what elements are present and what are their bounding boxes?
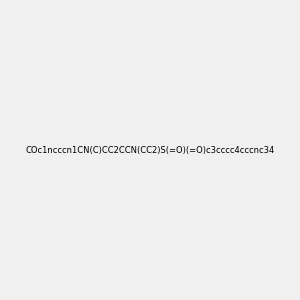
Text: COc1ncccn1CN(C)CC2CCN(CC2)S(=O)(=O)c3cccc4cccnc34: COc1ncccn1CN(C)CC2CCN(CC2)S(=O)(=O)c3ccc… xyxy=(26,146,275,154)
